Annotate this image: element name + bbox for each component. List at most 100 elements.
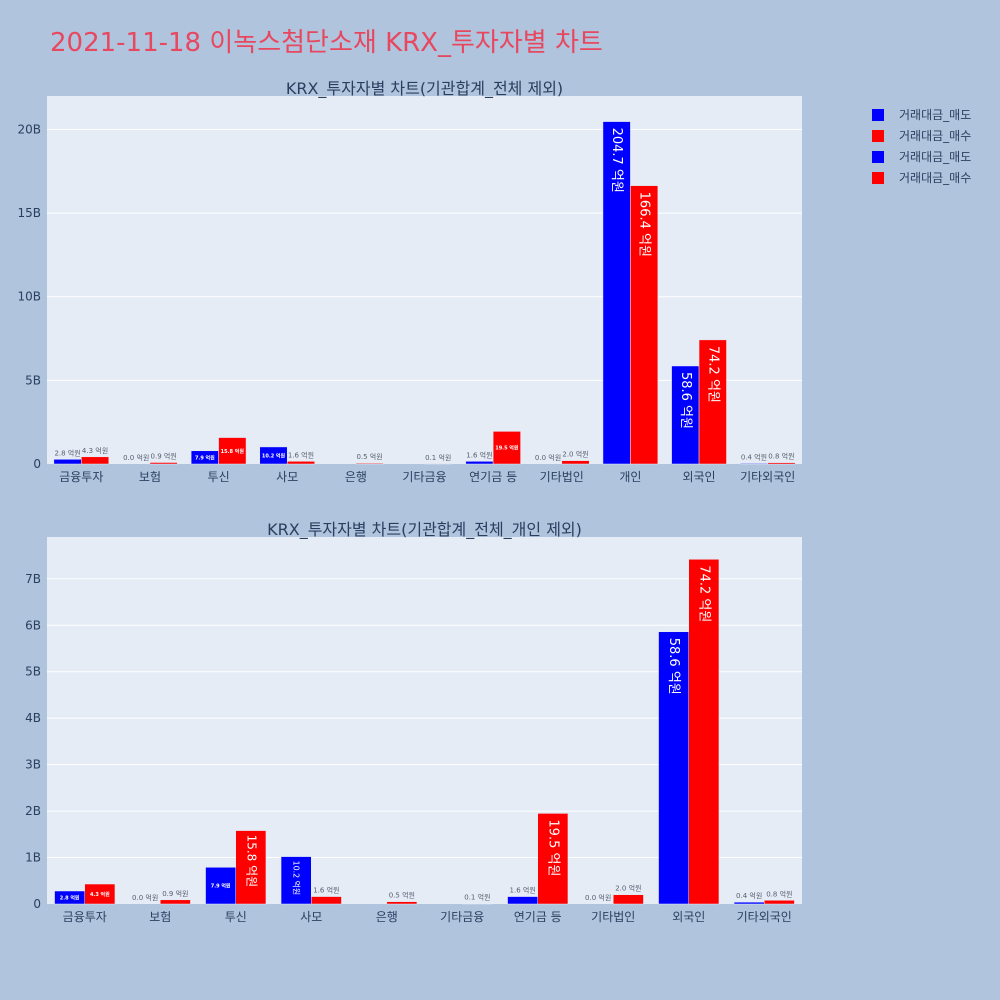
chart-title: KRX_투자자별 차트(기관합계_전체 제외) — [286, 79, 563, 99]
data-label: 19.5 억원 — [545, 819, 560, 876]
x-tick-label: 보험 — [139, 470, 161, 484]
data-label: 7.9 억원 — [211, 883, 231, 890]
data-label: 2.0 억원 — [562, 450, 588, 459]
y-tick-label: 20B — [17, 122, 41, 136]
page-title: 2021-11-18 이녹스첨단소재 KRX_투자자별 차트 — [50, 28, 603, 58]
y-tick-label: 0 — [33, 457, 41, 471]
legend-label: 거래대금_매도 — [899, 108, 972, 122]
x-tick-label: 외국인 — [672, 910, 705, 924]
x-tick-label: 사모 — [276, 470, 298, 484]
bar — [205, 867, 237, 905]
bar — [613, 894, 644, 905]
bar — [537, 813, 569, 905]
x-tick-label: 기타금융 — [440, 910, 484, 924]
bar — [311, 896, 342, 905]
x-tick-label: 사모 — [300, 910, 322, 924]
x-tick-label: 금융투자 — [59, 470, 103, 484]
x-tick-label: 연기금 등 — [514, 910, 562, 924]
bar — [149, 462, 178, 465]
data-label: 0.1 억원 — [425, 453, 451, 462]
legend-item[interactable]: 거래대금_매수 — [872, 125, 971, 146]
x-tick-label: 기타법인 — [540, 470, 584, 484]
data-label: 0.8 억원 — [768, 452, 794, 461]
y-tick-label: 6B — [25, 618, 41, 632]
x-tick-label: 기타금융 — [402, 470, 446, 484]
legend: 거래대금_매도 거래대금_매수 거래대금_매도 거래대금_매수 — [872, 104, 971, 188]
y-tick-label: 7B — [25, 572, 41, 586]
data-label: 0.0 억원 — [123, 453, 149, 462]
legend-label: 거래대금_매도 — [899, 150, 972, 164]
chart-title: KRX_투자자별 차트(기관합계_전체_개인 제외) — [267, 520, 582, 540]
x-tick-label: 투신 — [208, 470, 230, 484]
legend-item[interactable]: 거래대금_매도 — [872, 146, 971, 167]
y-tick-label: 15B — [17, 206, 41, 220]
x-tick-label: 기타법인 — [591, 910, 635, 924]
data-label: 74.2 억원 — [696, 565, 711, 622]
bar — [671, 365, 700, 465]
data-label: 0.1 억원 — [464, 893, 490, 902]
data-label: 15.8 억원 — [244, 835, 258, 888]
data-label: 0.5 억원 — [356, 452, 382, 461]
data-label: 2.8 억원 — [60, 894, 80, 901]
data-label: 0.9 억원 — [162, 889, 188, 898]
data-label: 0.8 억원 — [766, 889, 792, 898]
y-tick-label: 4B — [25, 711, 41, 725]
y-tick-label: 3B — [25, 758, 41, 772]
bar — [259, 446, 288, 465]
legend-item[interactable]: 거래대금_매도 — [872, 104, 971, 125]
data-label: 10.2 억원 — [292, 861, 302, 896]
data-label: 166.4 억원 — [637, 192, 652, 257]
x-tick-label: 투신 — [225, 910, 247, 924]
data-label: 58.6 억원 — [678, 372, 693, 429]
bar — [507, 896, 538, 905]
bar — [561, 460, 590, 465]
data-label: 7.9 억원 — [195, 454, 215, 461]
x-tick-label: 기타외국인 — [740, 470, 795, 484]
data-label: 58.6 억원 — [666, 638, 681, 695]
x-tick-label: 은행 — [345, 469, 367, 484]
data-label: 1.6 억원 — [288, 450, 314, 459]
bar — [733, 901, 765, 905]
data-label: 0.4 억원 — [736, 891, 762, 900]
legend-label: 거래대금_매수 — [899, 171, 972, 185]
y-tick-label: 5B — [25, 373, 41, 387]
data-label: 1.6 억원 — [510, 886, 536, 895]
bar — [492, 431, 521, 465]
legend-swatch — [872, 171, 884, 184]
bar — [280, 856, 312, 905]
x-tick-label: 은행 — [376, 909, 398, 924]
bar — [355, 462, 384, 465]
data-label: 0.0 억원 — [585, 893, 611, 902]
legend-item[interactable]: 거래대금_매수 — [872, 167, 971, 188]
chart-top: 0 5B 10B 15B 20B KRX_투자자별 차트(기관합계_전체 제외) 금융투자 보… — [17, 79, 802, 484]
data-label: 1.6 억원 — [313, 886, 339, 895]
bar — [218, 437, 247, 465]
y-tick-label: 10B — [17, 290, 41, 304]
x-tick-label: 기타외국인 — [737, 910, 792, 924]
bar — [658, 631, 689, 905]
bar — [767, 462, 796, 465]
legend-swatch — [872, 129, 884, 142]
data-label: 0.5 억원 — [389, 891, 415, 900]
x-tick-label: 외국인 — [682, 470, 715, 484]
data-label: 4.3 억원 — [90, 891, 110, 898]
x-tick-label: 금융투자 — [63, 910, 107, 924]
bar — [160, 899, 191, 905]
bar — [698, 339, 727, 465]
x-tick-label: 연기금 등 — [469, 470, 517, 484]
legend-label: 거래대금_매수 — [899, 129, 972, 143]
data-label: 0.4 억원 — [741, 452, 767, 461]
legend-swatch — [872, 108, 884, 121]
bar — [602, 121, 631, 465]
bar — [630, 185, 659, 465]
data-label: 1.6 억원 — [466, 450, 492, 459]
bar — [764, 900, 795, 905]
data-label: 10.2 억원 — [262, 452, 286, 459]
data-label: 2.8 억원 — [54, 448, 80, 457]
data-label: 0.0 억원 — [132, 893, 158, 902]
bar — [286, 461, 315, 465]
x-tick-label: 개인 — [619, 470, 641, 484]
y-tick-label: 2B — [25, 804, 41, 818]
bar — [235, 830, 267, 905]
